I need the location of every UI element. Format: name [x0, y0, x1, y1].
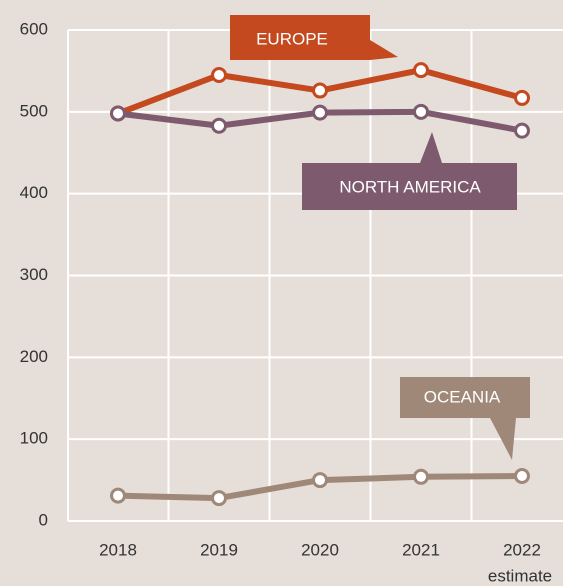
x-tick-label: 2022 [503, 540, 541, 559]
y-tick-label: 200 [20, 347, 48, 366]
grid [67, 29, 563, 522]
callout-north-america: NORTH AMERICA [302, 132, 517, 210]
plot-area [110, 62, 530, 507]
data-point [211, 67, 227, 84]
data-point [413, 62, 429, 79]
callout-box [230, 15, 398, 60]
series-label: EUROPE [256, 29, 328, 48]
y-tick-label: 100 [20, 429, 48, 448]
y-tick-label: 300 [20, 265, 48, 284]
series-label: OCEANIA [424, 387, 501, 406]
data-point [110, 105, 126, 122]
callout-box [400, 377, 530, 460]
data-point [413, 103, 429, 120]
data-point [514, 89, 530, 106]
data-point [211, 117, 227, 134]
x-tick-label: 2018 [99, 540, 137, 559]
callout-box [302, 132, 517, 210]
x-tick-label: 2021 [402, 540, 440, 559]
data-point [312, 104, 328, 121]
callout-europe: EUROPE [230, 15, 398, 60]
data-point [514, 122, 530, 139]
x-tick-label: 2020 [301, 540, 339, 559]
y-tick-label: 0 [39, 510, 48, 529]
data-point [211, 490, 227, 507]
y-tick-label: 600 [20, 19, 48, 38]
x-tick-label: 2019 [200, 540, 238, 559]
x-annotation: estimate [488, 566, 552, 585]
y-tick-label: 400 [20, 183, 48, 202]
data-point [312, 472, 328, 489]
series-label: NORTH AMERICA [339, 177, 481, 196]
data-point [514, 467, 530, 484]
data-point [413, 468, 429, 485]
y-tick-label: 500 [20, 101, 48, 120]
data-point [312, 82, 328, 99]
data-point [110, 487, 126, 504]
callout-oceania: OCEANIA [400, 377, 530, 460]
